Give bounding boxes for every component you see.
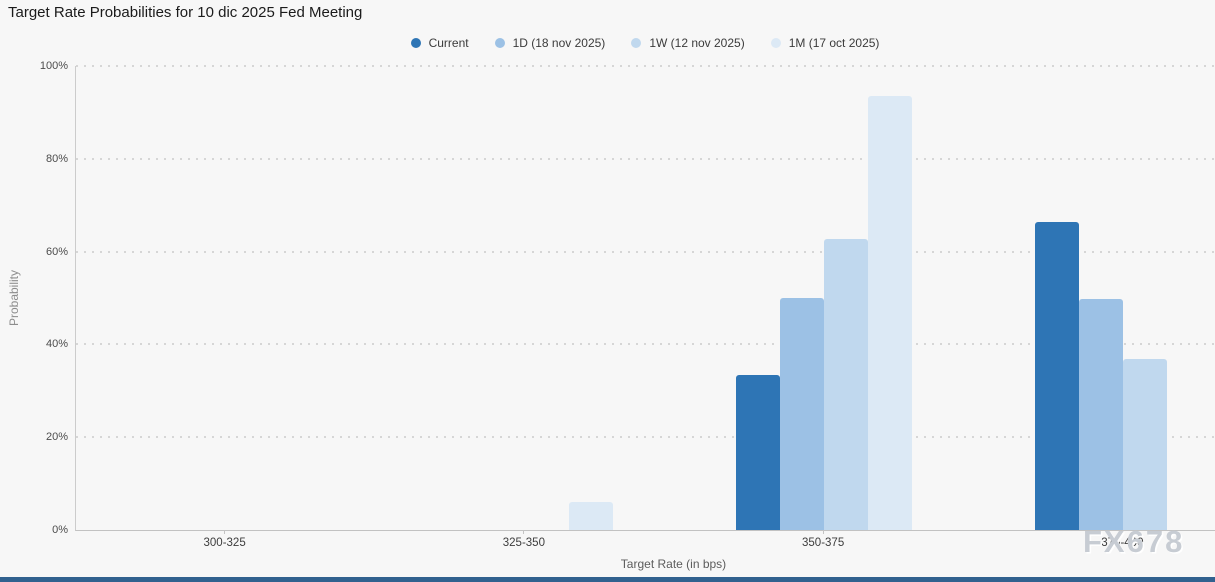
x-tick-label: 375-400 bbox=[1101, 537, 1144, 549]
x-tick-mark bbox=[224, 530, 226, 534]
legend-label: 1M (17 oct 2025) bbox=[788, 36, 880, 50]
legend-item-1w[interactable]: 1W (12 nov 2025) bbox=[631, 36, 745, 50]
legend-marker-icon bbox=[631, 38, 642, 48]
x-axis-category: 350-375 bbox=[674, 530, 973, 549]
plot-area bbox=[75, 65, 1215, 531]
bar-group-350-375 bbox=[675, 66, 974, 530]
y-tick-label: 60% bbox=[45, 245, 68, 258]
bar[interactable] bbox=[868, 96, 913, 530]
legend-label: Current bbox=[428, 36, 469, 50]
gridline-80 bbox=[76, 157, 1215, 160]
gridline-60 bbox=[76, 250, 1215, 253]
legend-label: 1D (18 nov 2025) bbox=[512, 36, 606, 50]
x-axis-category: 325-350 bbox=[374, 530, 673, 549]
legend-marker-icon bbox=[410, 38, 421, 48]
x-tick-mark bbox=[822, 530, 824, 534]
bar[interactable] bbox=[1079, 299, 1124, 530]
x-tick-mark bbox=[523, 530, 525, 534]
bottom-accent-bar bbox=[0, 577, 1215, 582]
x-axis-category: 300-325 bbox=[75, 530, 374, 549]
x-tick-label: 350-375 bbox=[802, 537, 845, 549]
x-tick-label: 325-350 bbox=[502, 537, 545, 549]
gridline-40 bbox=[76, 343, 1215, 346]
x-axis-labels: 300-325 325-350 350-375 375-400 bbox=[75, 530, 1215, 549]
bar[interactable] bbox=[736, 375, 781, 530]
bar[interactable] bbox=[568, 502, 613, 530]
bar[interactable] bbox=[1123, 359, 1168, 530]
x-axis-category: 375-400 bbox=[973, 530, 1215, 549]
bar[interactable] bbox=[780, 298, 825, 530]
y-axis-title: Probability bbox=[7, 269, 21, 327]
gridline-100 bbox=[76, 65, 1215, 67]
legend-item-1d[interactable]: 1D (18 nov 2025) bbox=[494, 36, 606, 50]
bar-series-container bbox=[76, 66, 1215, 530]
legend: Current 1D (18 nov 2025) 1W (12 nov 2025) 1… bbox=[75, 36, 1215, 50]
bar-group-375-400 bbox=[974, 66, 1215, 530]
legend-marker-icon bbox=[494, 38, 505, 48]
x-tick-mark bbox=[1121, 530, 1123, 534]
legend-label: 1W (12 nov 2025) bbox=[649, 36, 745, 50]
legend-item-current[interactable]: Current bbox=[410, 36, 469, 50]
x-axis-title: Target Rate (in bps) bbox=[620, 557, 727, 571]
y-tick-label: 0% bbox=[52, 524, 68, 536]
chart-title: Target Rate Probabilities for 10 dic 202… bbox=[8, 4, 363, 21]
y-tick-label: 100% bbox=[39, 60, 68, 72]
y-tick-label: 40% bbox=[45, 338, 68, 351]
y-tick-label: 80% bbox=[45, 152, 68, 165]
bar[interactable] bbox=[824, 239, 869, 530]
legend-marker-icon bbox=[770, 38, 781, 48]
legend-item-1m[interactable]: 1M (17 oct 2025) bbox=[770, 36, 880, 50]
x-tick-label: 300-325 bbox=[203, 537, 246, 549]
bar-group-325-350 bbox=[375, 66, 674, 530]
gridline-20 bbox=[76, 436, 1215, 439]
bar-group-300-325 bbox=[76, 66, 375, 530]
bar[interactable] bbox=[1035, 222, 1080, 530]
fx678-watermark: FX678 bbox=[1083, 524, 1185, 559]
y-tick-label: 20% bbox=[45, 431, 68, 444]
